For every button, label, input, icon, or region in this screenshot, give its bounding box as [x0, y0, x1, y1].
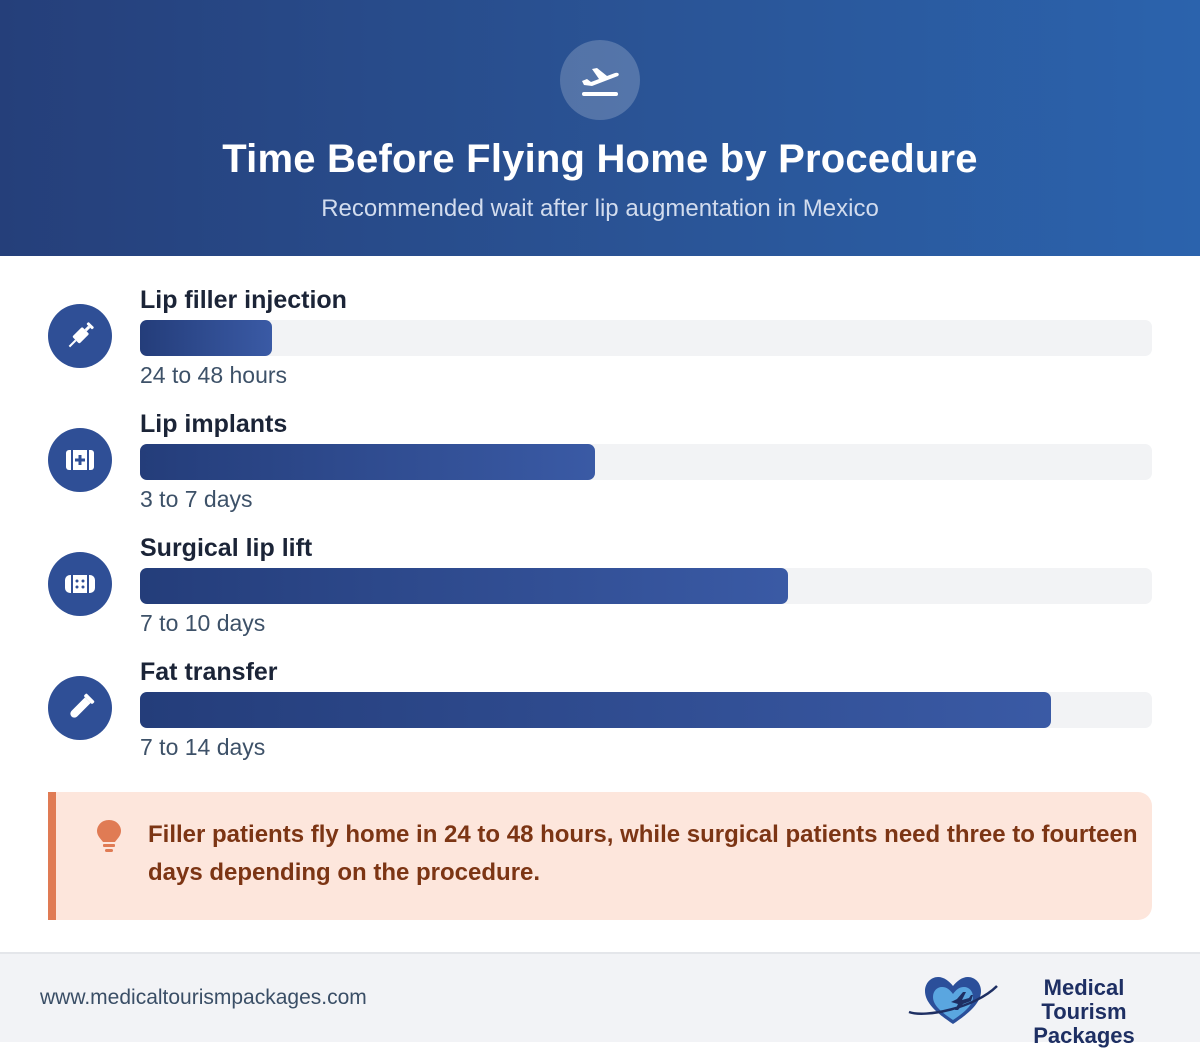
chart-row: Fat transfer 7 to 14 days	[0, 658, 1200, 782]
bar-value-label: 7 to 10 days	[140, 610, 266, 636]
lightbulb-icon	[94, 818, 124, 854]
bar-track	[140, 692, 1152, 728]
callout-text: Filler patients fly home in 24 to 48 hou…	[148, 821, 1138, 886]
brand-logo-text: Medical Tourism Packages	[1004, 976, 1164, 1048]
website-link[interactable]: www.medicaltourismpackages.com	[40, 986, 367, 1009]
bar-fill	[140, 692, 1051, 728]
bar-value-label: 3 to 7 days	[140, 486, 253, 512]
heart-airplane-logo-icon	[905, 972, 1001, 1028]
header-banner: Time Before Flying Home by Procedure Rec…	[0, 0, 1200, 256]
page-title: Time Before Flying Home by Procedure	[222, 137, 978, 181]
syringe-icon	[48, 304, 112, 368]
bar-category-label: Lip filler injection	[140, 286, 347, 314]
bar-category-label: Lip implants	[140, 410, 288, 438]
chart-row: Lip implants 3 to 7 days	[0, 410, 1200, 534]
info-callout: Filler patients fly home in 24 to 48 hou…	[48, 792, 1152, 920]
bandage-icon	[48, 552, 112, 616]
page-subtitle: Recommended wait after lip augmentation …	[321, 195, 879, 222]
chart-row: Lip filler injection 24 to 48 hours	[0, 286, 1200, 410]
footer: www.medicaltourismpackages.com Medical T…	[0, 952, 1200, 1048]
bar-value-label: 24 to 48 hours	[140, 362, 288, 388]
bar-fill	[140, 568, 788, 604]
bar-fill	[140, 320, 272, 356]
brand-line-1: Medical Tourism	[1041, 975, 1127, 1024]
test-tube-icon	[48, 676, 112, 740]
chart-row: Surgical lip lift 7 to 10 days	[0, 534, 1200, 658]
first-aid-kit-icon	[48, 428, 112, 492]
bar-fill	[140, 444, 595, 480]
bar-category-label: Surgical lip lift	[140, 534, 313, 562]
airplane-departure-icon	[560, 40, 640, 120]
bar-track	[140, 444, 1152, 480]
brand-line-2: Packages	[1033, 1023, 1135, 1048]
bar-value-label: 7 to 14 days	[140, 734, 266, 760]
bar-track	[140, 568, 1152, 604]
bar-track	[140, 320, 1152, 356]
bar-category-label: Fat transfer	[140, 658, 278, 686]
